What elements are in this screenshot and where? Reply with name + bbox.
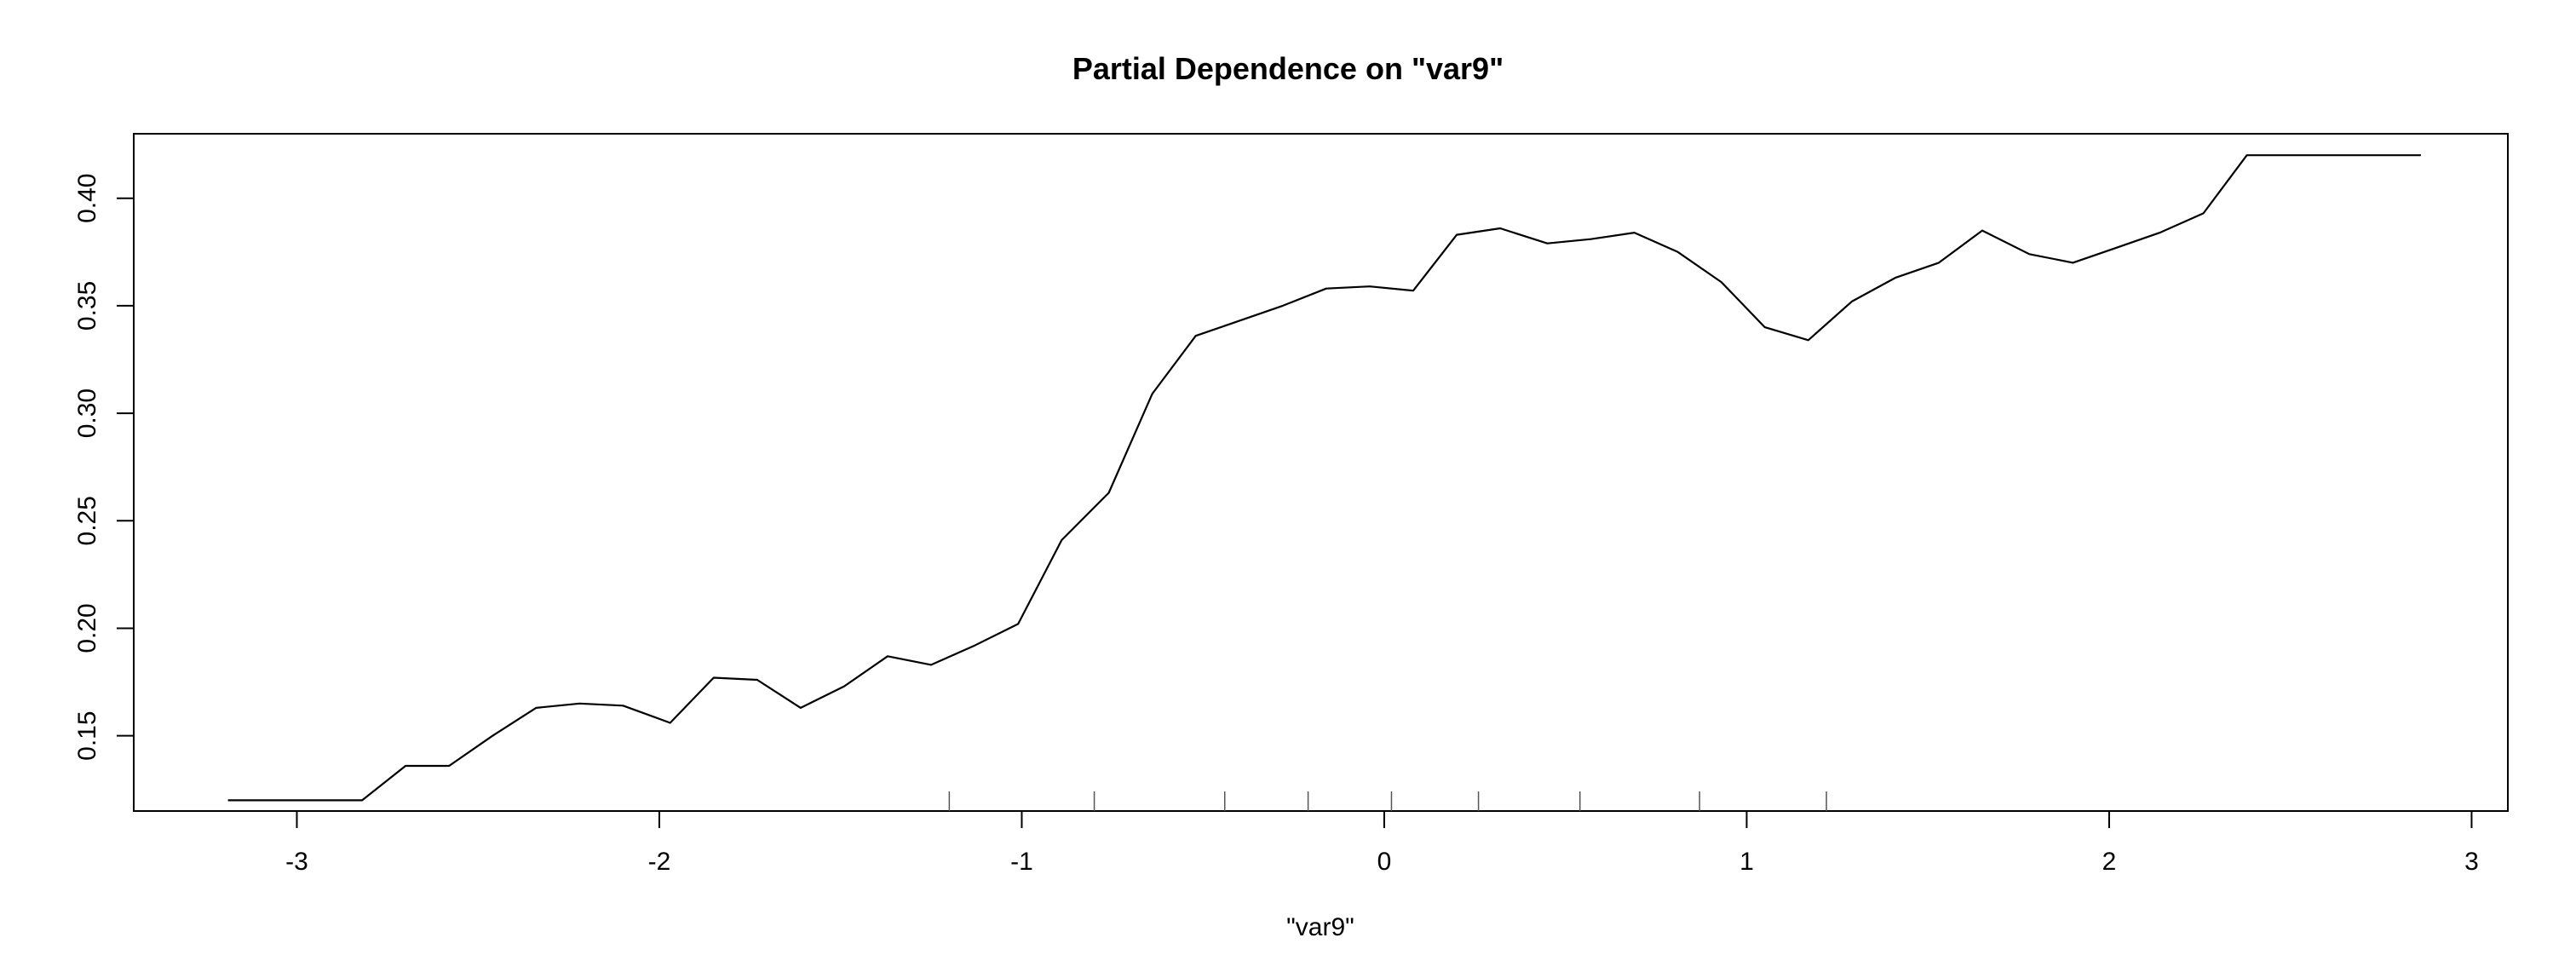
series-group	[227, 154, 2421, 802]
y-tick-label: 0.25	[73, 496, 101, 545]
x-tick-label: 1	[1739, 848, 1754, 876]
y-tick-label: 0.40	[73, 174, 101, 223]
y-tick-label: 0.20	[73, 603, 101, 653]
y-tick-label: 0.15	[73, 710, 101, 760]
x-tick-label: 3	[2464, 848, 2479, 876]
y-tick-label: 0.35	[73, 281, 101, 331]
x-tick-label: -3	[285, 848, 308, 876]
chart-title: Partial Dependence on "var9"	[1072, 51, 1504, 86]
y-tick-label: 0.30	[73, 388, 101, 438]
x-axis: -3 -2 -1 0 1 2 3	[285, 810, 2479, 876]
x-tick-label: 0	[1377, 848, 1392, 876]
rug-marks	[948, 791, 1827, 811]
x-tick-label: -2	[648, 848, 671, 876]
series-line	[227, 154, 2421, 802]
x-tick-label: -1	[1010, 848, 1033, 876]
x-axis-label: "var9"	[1286, 913, 1354, 941]
x-tick-label: 2	[2102, 848, 2117, 876]
y-axis: 0.15 0.20 0.25 0.30 0.35 0.40	[73, 174, 135, 761]
